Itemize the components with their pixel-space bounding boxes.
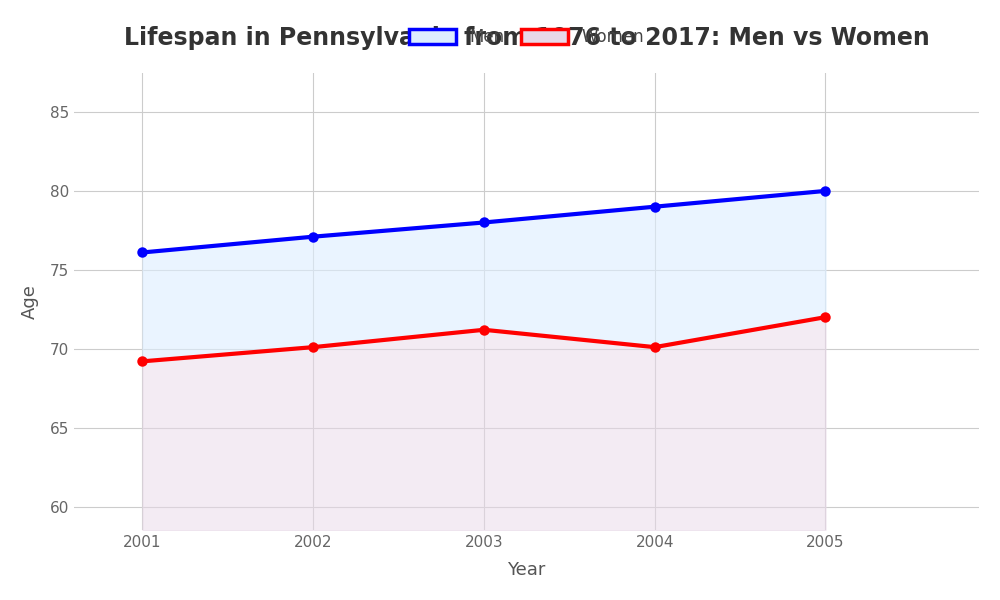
- Title: Lifespan in Pennsylvania from 1976 to 2017: Men vs Women: Lifespan in Pennsylvania from 1976 to 20…: [124, 26, 930, 50]
- Y-axis label: Age: Age: [21, 284, 39, 319]
- X-axis label: Year: Year: [507, 561, 546, 579]
- Legend: Men, Women: Men, Women: [403, 22, 651, 53]
